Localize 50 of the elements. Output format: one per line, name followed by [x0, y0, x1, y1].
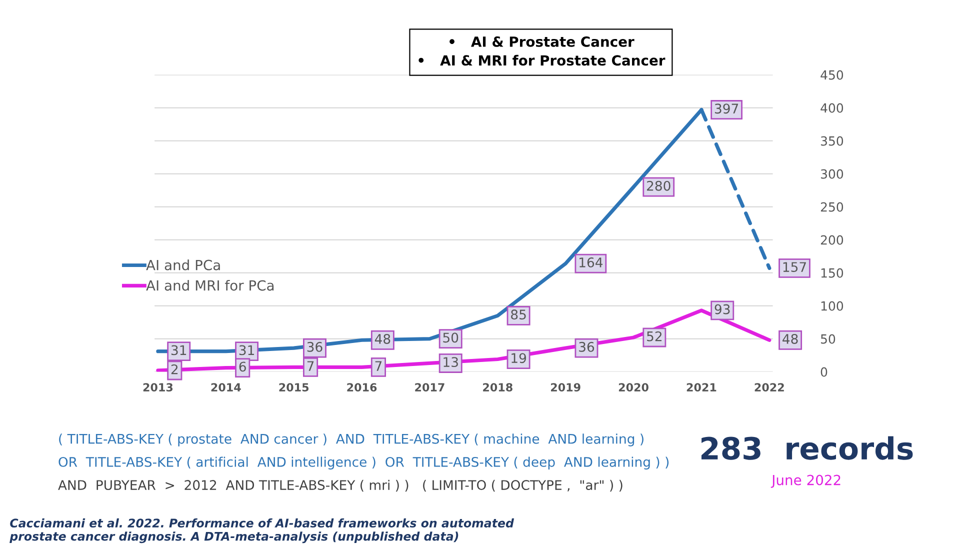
- data-label: 7: [307, 361, 314, 371]
- x-tick-label: 2014: [211, 383, 241, 392]
- data-label: 2: [171, 364, 178, 374]
- legend-label: AI and MRI for PCa: [146, 280, 274, 291]
- y-tick-label: 350: [820, 136, 844, 146]
- x-tick-label: 2018: [483, 383, 512, 392]
- data-label: 6: [239, 362, 246, 372]
- x-tick-label: 2017: [415, 383, 444, 392]
- x-tick-label: 2016: [347, 383, 377, 392]
- data-label: 7: [375, 361, 382, 371]
- data-label: 31: [239, 345, 254, 356]
- data-label: 52: [647, 331, 662, 342]
- text: • AI & Prostate Cancer: [450, 36, 634, 47]
- data-label: 19: [512, 353, 526, 364]
- x-tick-label: 2021: [686, 383, 716, 392]
- y-tick-label: 0: [820, 367, 828, 377]
- text: June 2022: [770, 474, 840, 488]
- data-label: 397: [714, 104, 738, 114]
- y-tick-label: 450: [820, 70, 844, 80]
- data-label: 50: [443, 332, 458, 343]
- data-label: 48: [782, 334, 798, 344]
- data-label: 85: [511, 310, 526, 320]
- data-label: 31: [171, 345, 186, 356]
- x-tick-label: 2013: [143, 383, 173, 392]
- text: • AI & MRI for Prostate Cancer: [418, 54, 666, 66]
- data-label: 36: [579, 342, 594, 352]
- data-label: 157: [783, 262, 806, 272]
- data-label: 164: [580, 257, 603, 268]
- data-label: 13: [444, 357, 458, 368]
- data-label: 48: [374, 334, 390, 344]
- y-tick-label: 300: [820, 169, 844, 179]
- text: OR TITLE-ABS-KEY ( artificial AND intelligence ) OR TITLE-ABS-KEY ( deep AND learning ) ): [58, 456, 669, 470]
- data-label: 280: [646, 180, 670, 191]
- x-tick-label: 2022: [754, 383, 784, 392]
- y-tick-label: 200: [820, 235, 844, 245]
- y-tick-label: 100: [821, 301, 844, 311]
- y-tick-label: 250: [820, 202, 844, 212]
- y-tick-label: 50: [820, 334, 836, 344]
- y-tick-label: 150: [821, 268, 844, 278]
- x-tick-label: 2015: [279, 383, 309, 392]
- x-tick-label: 2019: [551, 383, 580, 392]
- text: ( TITLE-ABS-KEY ( prostate AND cancer ) AND TITLE-ABS-KEY ( machine AND learning ): [59, 434, 644, 446]
- x-tick-label: 2020: [618, 383, 648, 392]
- data-label: 36: [307, 342, 322, 352]
- text: Cacciamani et al. 2022. Performance of AI-based frameworks on automated prostate cancer diagnosis. A DTA-meta-analysis (unpublished data): [10, 518, 514, 544]
- text: AND PUBYEAR > 2012 AND TITLE-ABS-KEY ( mri ) ) ( LIMIT-TO ( DOCTYPE , "ar" ) ): [58, 480, 622, 492]
- y-tick-label: 400: [820, 103, 844, 113]
- legend-label: AI and PCa: [146, 260, 220, 270]
- text: 283 records: [701, 436, 913, 460]
- data-label: 93: [714, 304, 730, 314]
